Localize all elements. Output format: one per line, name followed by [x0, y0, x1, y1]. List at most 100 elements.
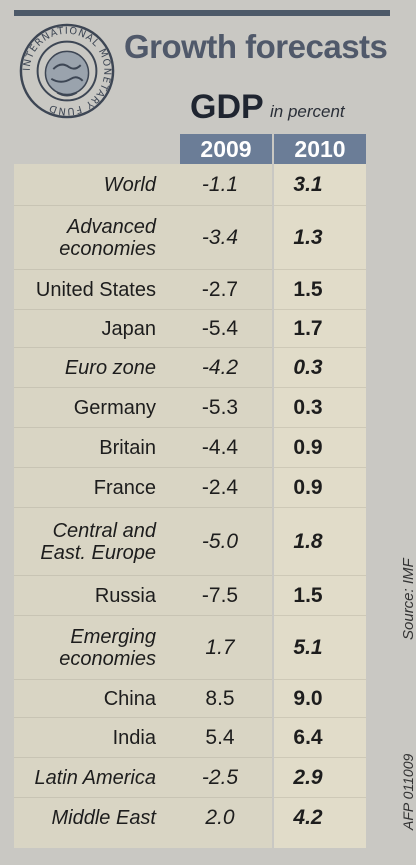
row-label: Russia — [94, 585, 156, 607]
value-2009: -7.5 — [201, 584, 239, 607]
table-background-right — [274, 164, 366, 848]
value-2010: 1.8 — [293, 530, 323, 553]
row-label: Advanced economies — [59, 216, 156, 260]
table-row: United States -2.7 1.5 — [14, 270, 366, 310]
table-row: World -1.1 3.1 — [14, 164, 366, 206]
row-label: Central and East. Europe — [40, 520, 156, 564]
row-label: France — [93, 477, 156, 499]
row-label: Euro zone — [64, 357, 156, 379]
value-2010: 0.3 — [293, 356, 323, 379]
table-row: Emerging economies 1.7 5.1 — [14, 616, 366, 680]
value-2009: -4.2 — [201, 356, 239, 379]
table-row: Middle East 2.0 4.2 — [14, 798, 366, 838]
table-row: France -2.4 0.9 — [14, 468, 366, 508]
row-label: Emerging economies — [59, 626, 156, 670]
row-divider — [14, 387, 272, 388]
value-2010: 5.1 — [293, 636, 323, 659]
value-2009: -5.3 — [201, 396, 239, 419]
imf-seal-icon: INTERNATIONAL MONETARY FUND — [19, 23, 115, 119]
row-divider — [274, 269, 366, 270]
value-2009: -3.4 — [201, 226, 239, 249]
gdp-heading: GDP — [190, 88, 264, 126]
value-2010: 1.5 — [293, 584, 323, 607]
row-divider — [14, 205, 272, 206]
row-divider — [274, 575, 366, 576]
value-2009: -5.0 — [201, 530, 239, 553]
value-2009: -1.1 — [201, 173, 239, 196]
value-2010: 1.3 — [293, 226, 323, 249]
table-row: Central and East. Europe -5.0 1.8 — [14, 508, 366, 576]
row-divider — [274, 387, 366, 388]
value-2010: 9.0 — [293, 687, 323, 710]
row-divider — [14, 347, 272, 348]
row-divider — [14, 309, 272, 310]
row-divider — [14, 427, 272, 428]
row-label: Latin America — [34, 767, 156, 789]
row-divider — [274, 467, 366, 468]
table-row: Japan -5.4 1.7 — [14, 310, 366, 348]
row-divider — [14, 717, 272, 718]
row-label: Japan — [101, 318, 157, 340]
table-background-left — [14, 164, 272, 848]
table-row: Britain -4.4 0.9 — [14, 428, 366, 468]
row-divider — [274, 717, 366, 718]
unit-label: in percent — [270, 102, 345, 121]
table-row: Germany -5.3 0.3 — [14, 388, 366, 428]
top-rule — [14, 10, 390, 16]
value-2010: 1.5 — [293, 278, 323, 301]
row-label: India — [112, 727, 156, 749]
chart-title: Growth forecasts — [124, 28, 388, 65]
table-row: Euro zone -4.2 0.3 — [14, 348, 366, 388]
value-2009: -5.4 — [201, 317, 239, 340]
value-2010: 2.9 — [293, 766, 323, 789]
value-2009: 8.5 — [205, 687, 235, 710]
value-2009: 5.4 — [205, 726, 235, 749]
row-divider — [14, 615, 272, 616]
row-divider — [274, 615, 366, 616]
row-divider — [274, 507, 366, 508]
value-2010: 0.9 — [293, 436, 323, 459]
row-label: World — [103, 174, 156, 196]
value-2010: 6.4 — [293, 726, 323, 749]
row-divider — [274, 757, 366, 758]
row-label: Britain — [99, 437, 156, 459]
table-row: China 8.5 9.0 — [14, 680, 366, 718]
row-divider — [14, 269, 272, 270]
value-2009: -4.4 — [201, 436, 239, 459]
table-row: Latin America -2.5 2.9 — [14, 758, 366, 798]
row-divider — [274, 427, 366, 428]
forecast-table: World -1.1 3.1 Advanced economies -3.4 1.3 Uni… — [14, 164, 366, 838]
row-divider — [14, 575, 272, 576]
row-label: Middle East — [51, 807, 157, 829]
value-2009: 2.0 — [205, 806, 235, 829]
value-2010: 4.2 — [293, 806, 323, 829]
value-2009: -2.4 — [201, 476, 239, 499]
row-divider — [14, 757, 272, 758]
value-2009: 1.7 — [205, 636, 235, 659]
row-divider — [14, 797, 272, 798]
table-row: Russia -7.5 1.5 — [14, 576, 366, 616]
row-divider — [14, 507, 272, 508]
row-label: United States — [35, 279, 156, 301]
column-header-2010: 2010 — [274, 134, 366, 164]
row-divider — [274, 205, 366, 206]
row-label: China — [103, 688, 156, 710]
row-divider — [14, 467, 272, 468]
row-divider — [274, 679, 366, 680]
row-divider — [14, 679, 272, 680]
column-header-2009: 2009 — [180, 134, 272, 164]
source-note: Source: IMF — [400, 558, 416, 640]
agency-credit: AFP 011009 — [400, 753, 416, 830]
table-row: Advanced economies -3.4 1.3 — [14, 206, 366, 270]
value-2010: 1.7 — [293, 317, 323, 340]
table-row: India 5.4 6.4 — [14, 718, 366, 758]
value-2010: 0.9 — [293, 476, 323, 499]
value-2010: 0.3 — [293, 396, 323, 419]
value-2009: -2.5 — [201, 766, 239, 789]
value-2010: 3.1 — [293, 173, 323, 196]
row-divider — [274, 347, 366, 348]
row-divider — [274, 797, 366, 798]
row-divider — [274, 309, 366, 310]
row-label: Germany — [73, 397, 156, 419]
value-2009: -2.7 — [201, 278, 239, 301]
